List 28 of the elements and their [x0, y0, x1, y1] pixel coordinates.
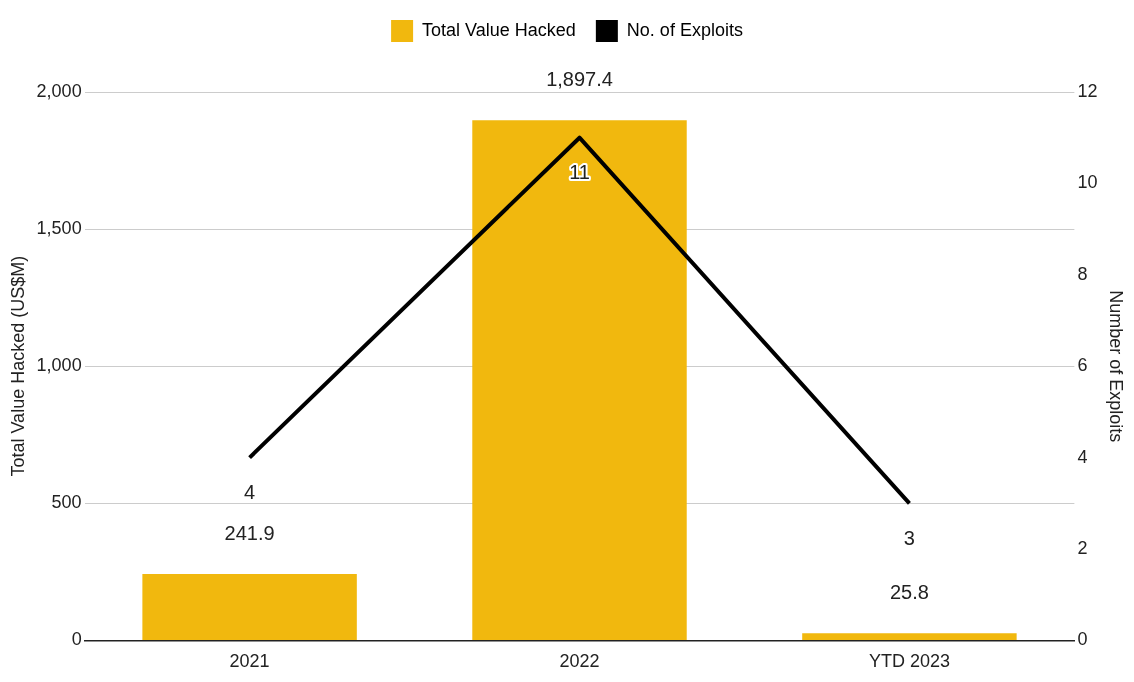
data-label: 241.9	[224, 521, 275, 544]
data-label: 25.8	[889, 580, 929, 603]
y2-axis-title: Number of Exploits	[1106, 290, 1127, 443]
data-label: 4	[244, 481, 256, 504]
y-tick-label: 0	[71, 629, 82, 650]
bar	[142, 574, 357, 640]
x-tick-label: YTD 2023	[868, 651, 950, 672]
data-label: 3	[903, 526, 915, 549]
y-tick-label: 500	[51, 492, 82, 513]
bar	[802, 633, 1017, 640]
y-tick-label: 1,000	[36, 355, 82, 376]
data-label: 11	[569, 161, 590, 184]
y2-tick-label: 10	[1077, 172, 1098, 193]
y2-tick-label: 6	[1077, 355, 1088, 376]
y-tick-label: 2,000	[36, 80, 82, 101]
y2-tick-label: 0	[1077, 629, 1088, 650]
data-label: 1,897.4	[546, 67, 613, 90]
legend-label: No. of Exploits	[626, 19, 743, 40]
y-axis-title: Total Value Hacked (US$M)	[7, 255, 28, 477]
y2-tick-label: 4	[1077, 446, 1088, 467]
y-tick-label: 1,500	[36, 218, 82, 239]
x-tick-label: 2021	[229, 651, 270, 672]
x-tick-label: 2022	[559, 651, 600, 672]
y2-tick-label: 12	[1077, 80, 1098, 101]
y2-tick-label: 2	[1077, 537, 1088, 558]
legend-label: Total Value Hacked	[422, 19, 576, 40]
y2-tick-label: 8	[1077, 263, 1088, 284]
bar	[472, 120, 687, 640]
